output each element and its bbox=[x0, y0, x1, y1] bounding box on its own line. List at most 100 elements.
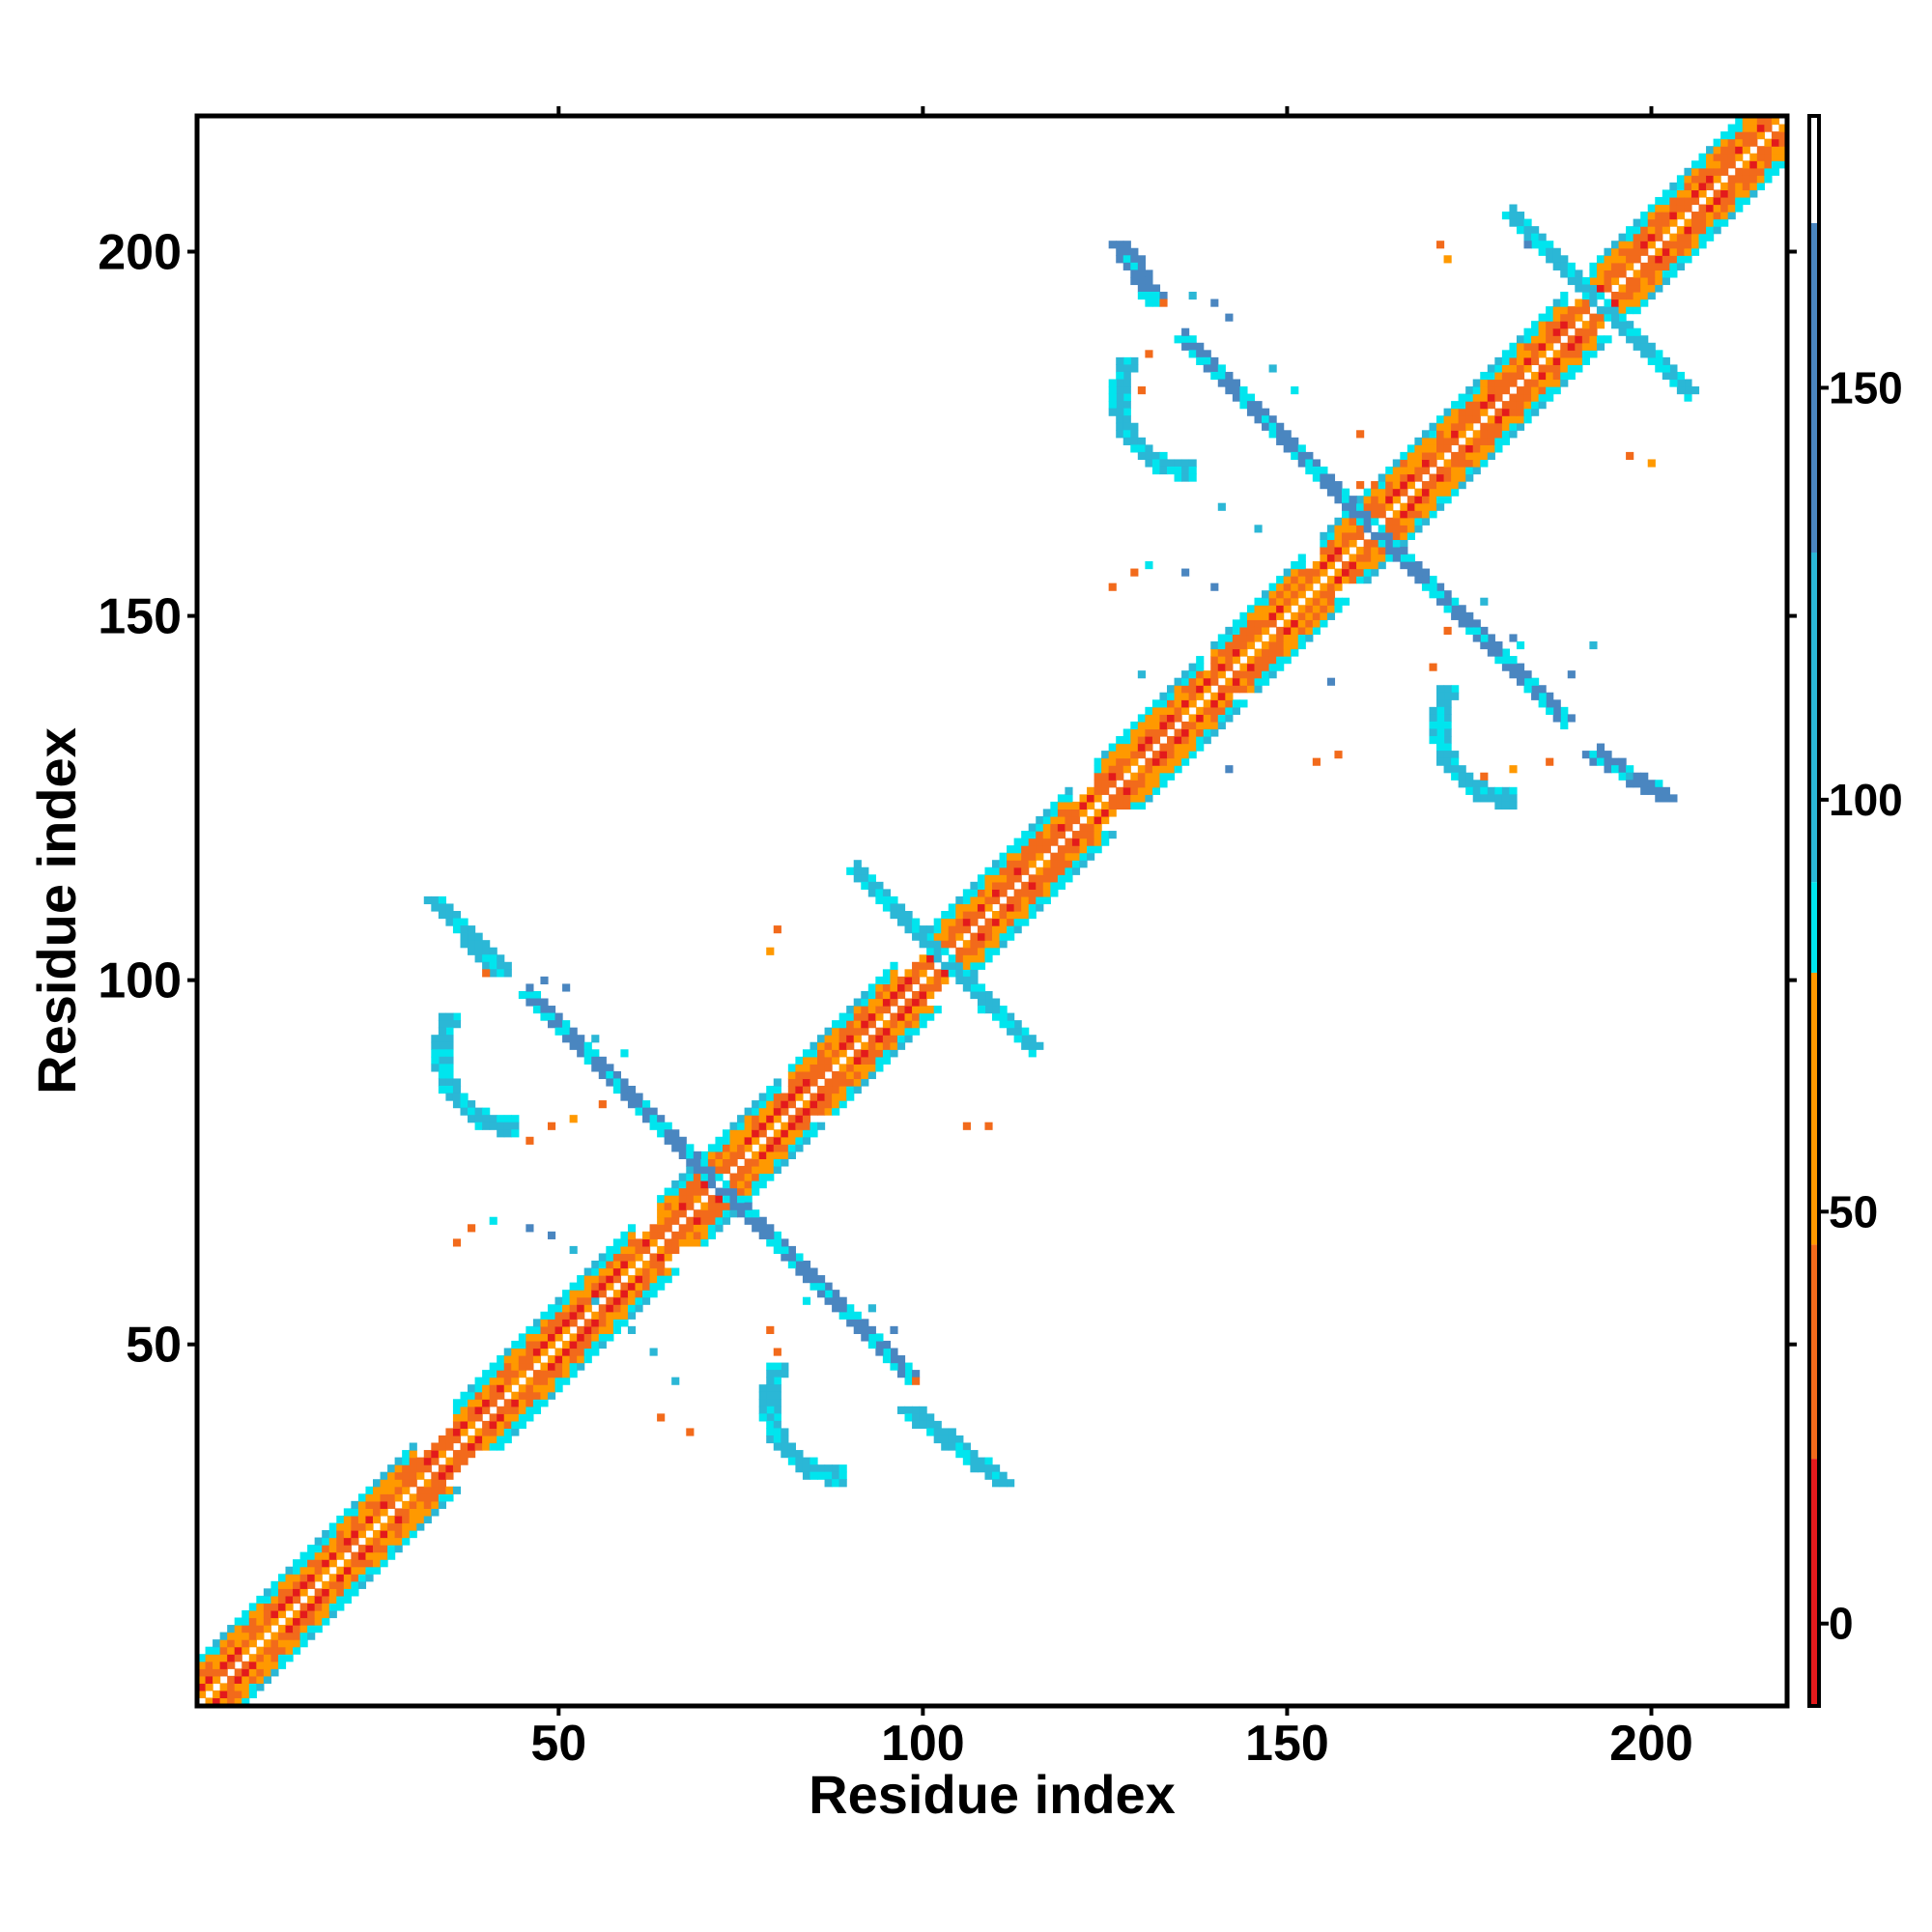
heatmap-cell bbox=[569, 1027, 578, 1036]
heatmap-cell bbox=[299, 1559, 308, 1568]
heatmap-cell bbox=[977, 1006, 986, 1014]
heatmap-cell bbox=[787, 1085, 796, 1094]
heatmap-cell bbox=[1181, 670, 1190, 679]
heatmap-cell bbox=[1690, 247, 1700, 256]
heatmap-cell bbox=[497, 1406, 505, 1414]
heatmap-cell bbox=[642, 1267, 651, 1276]
heatmap-cell bbox=[1320, 554, 1328, 562]
heatmap-cell bbox=[649, 1260, 658, 1269]
heatmap-cell bbox=[526, 1377, 534, 1385]
heatmap-cell bbox=[766, 947, 775, 955]
heatmap-cell bbox=[387, 1471, 396, 1480]
heatmap-cell bbox=[452, 925, 462, 934]
heatmap-cell bbox=[766, 1325, 775, 1334]
heatmap-cell bbox=[497, 1362, 505, 1371]
heatmap-cell bbox=[896, 918, 906, 926]
heatmap-cell bbox=[817, 1085, 826, 1094]
heatmap-cell bbox=[1145, 350, 1153, 358]
heatmap-cell bbox=[1611, 262, 1620, 270]
heatmap-cell bbox=[948, 969, 956, 978]
heatmap-cell bbox=[693, 1195, 701, 1204]
heatmap-cell bbox=[875, 983, 884, 992]
heatmap-cell bbox=[1633, 780, 1641, 788]
heatmap-cell bbox=[1509, 422, 1518, 431]
heatmap-cell bbox=[569, 1319, 578, 1327]
heatmap-cell bbox=[970, 1450, 979, 1459]
heatmap-cell bbox=[1465, 444, 1474, 453]
heatmap-cell bbox=[577, 1311, 585, 1320]
heatmap-cell bbox=[882, 1027, 892, 1036]
heatmap-cell bbox=[1589, 262, 1598, 270]
heatmap-cell bbox=[1145, 765, 1153, 774]
heatmap-cell bbox=[970, 918, 979, 926]
heatmap-cell bbox=[1087, 831, 1095, 839]
heatmap-cell bbox=[612, 1238, 621, 1247]
heatmap-cell bbox=[1429, 663, 1437, 671]
heatmap-cell bbox=[1188, 714, 1197, 723]
heatmap-cell bbox=[1145, 291, 1153, 300]
heatmap-cell bbox=[962, 947, 971, 955]
heatmap-cell bbox=[452, 1020, 462, 1029]
heatmap-cell bbox=[824, 1093, 833, 1101]
heatmap-cell bbox=[248, 1668, 257, 1677]
heatmap-cell bbox=[1385, 481, 1394, 490]
heatmap-cell bbox=[402, 1471, 411, 1480]
heatmap-cell bbox=[612, 1311, 621, 1320]
heatmap-cell bbox=[933, 947, 942, 955]
heatmap-cell bbox=[256, 1617, 265, 1626]
heatmap-cell bbox=[1567, 371, 1576, 381]
heatmap-cell bbox=[263, 1617, 272, 1626]
heatmap-cell bbox=[1698, 182, 1707, 191]
heatmap-cell bbox=[277, 1595, 287, 1605]
heatmap-cell bbox=[540, 1006, 549, 1014]
heatmap-cell bbox=[1276, 626, 1285, 636]
heatmap-cell bbox=[1174, 714, 1182, 723]
heatmap-cell bbox=[832, 1464, 840, 1473]
heatmap-cell bbox=[1246, 401, 1256, 410]
heatmap-cell bbox=[1291, 437, 1299, 445]
heatmap-cell bbox=[620, 1304, 629, 1313]
heatmap-cell bbox=[1042, 860, 1051, 868]
heatmap-cell bbox=[1262, 597, 1270, 606]
heatmap-cell bbox=[1523, 379, 1532, 387]
heatmap-cell bbox=[912, 1413, 921, 1422]
heatmap-cell bbox=[1735, 196, 1744, 206]
heatmap-cell bbox=[1013, 895, 1022, 905]
heatmap-cell bbox=[867, 1006, 876, 1014]
heatmap-cell bbox=[1268, 656, 1277, 665]
heatmap-cell bbox=[365, 1486, 374, 1494]
heatmap-cell bbox=[497, 954, 505, 963]
heatmap-cell bbox=[795, 1457, 804, 1465]
heatmap-cell bbox=[1291, 576, 1299, 584]
heatmap-cell bbox=[1465, 619, 1474, 628]
heatmap-cell bbox=[838, 1311, 847, 1320]
heatmap-cell bbox=[1116, 393, 1124, 402]
heatmap-cell bbox=[1735, 153, 1744, 161]
heatmap-cell bbox=[314, 1595, 323, 1605]
heatmap-cell bbox=[1057, 881, 1066, 890]
heatmap-cell bbox=[817, 1070, 826, 1080]
heatmap-cell bbox=[1749, 131, 1758, 140]
heatmap-cell bbox=[1538, 379, 1547, 387]
heatmap-cell bbox=[328, 1609, 337, 1619]
heatmap-cell bbox=[1443, 437, 1452, 445]
heatmap-cell bbox=[1071, 860, 1081, 868]
heatmap-cell bbox=[1655, 218, 1663, 227]
heatmap-cell bbox=[1480, 408, 1489, 416]
heatmap-cell bbox=[1356, 510, 1365, 519]
heatmap-cell bbox=[460, 1399, 469, 1407]
heatmap-cell bbox=[1538, 401, 1547, 410]
heatmap-cell bbox=[1676, 226, 1686, 235]
heatmap-cell bbox=[1531, 350, 1540, 358]
heatmap-cell bbox=[227, 1632, 236, 1640]
heatmap-cell bbox=[1436, 728, 1445, 737]
heatmap-cell bbox=[234, 1683, 242, 1691]
heatmap-cell bbox=[1122, 728, 1131, 737]
heatmap-cell bbox=[861, 874, 869, 883]
heatmap-cell bbox=[890, 976, 898, 985]
heatmap-cell bbox=[1225, 386, 1234, 395]
heatmap-cell bbox=[394, 1479, 403, 1488]
heatmap-cell bbox=[802, 1107, 811, 1116]
heatmap-cell bbox=[838, 1020, 847, 1029]
heatmap-cell bbox=[1174, 692, 1182, 700]
